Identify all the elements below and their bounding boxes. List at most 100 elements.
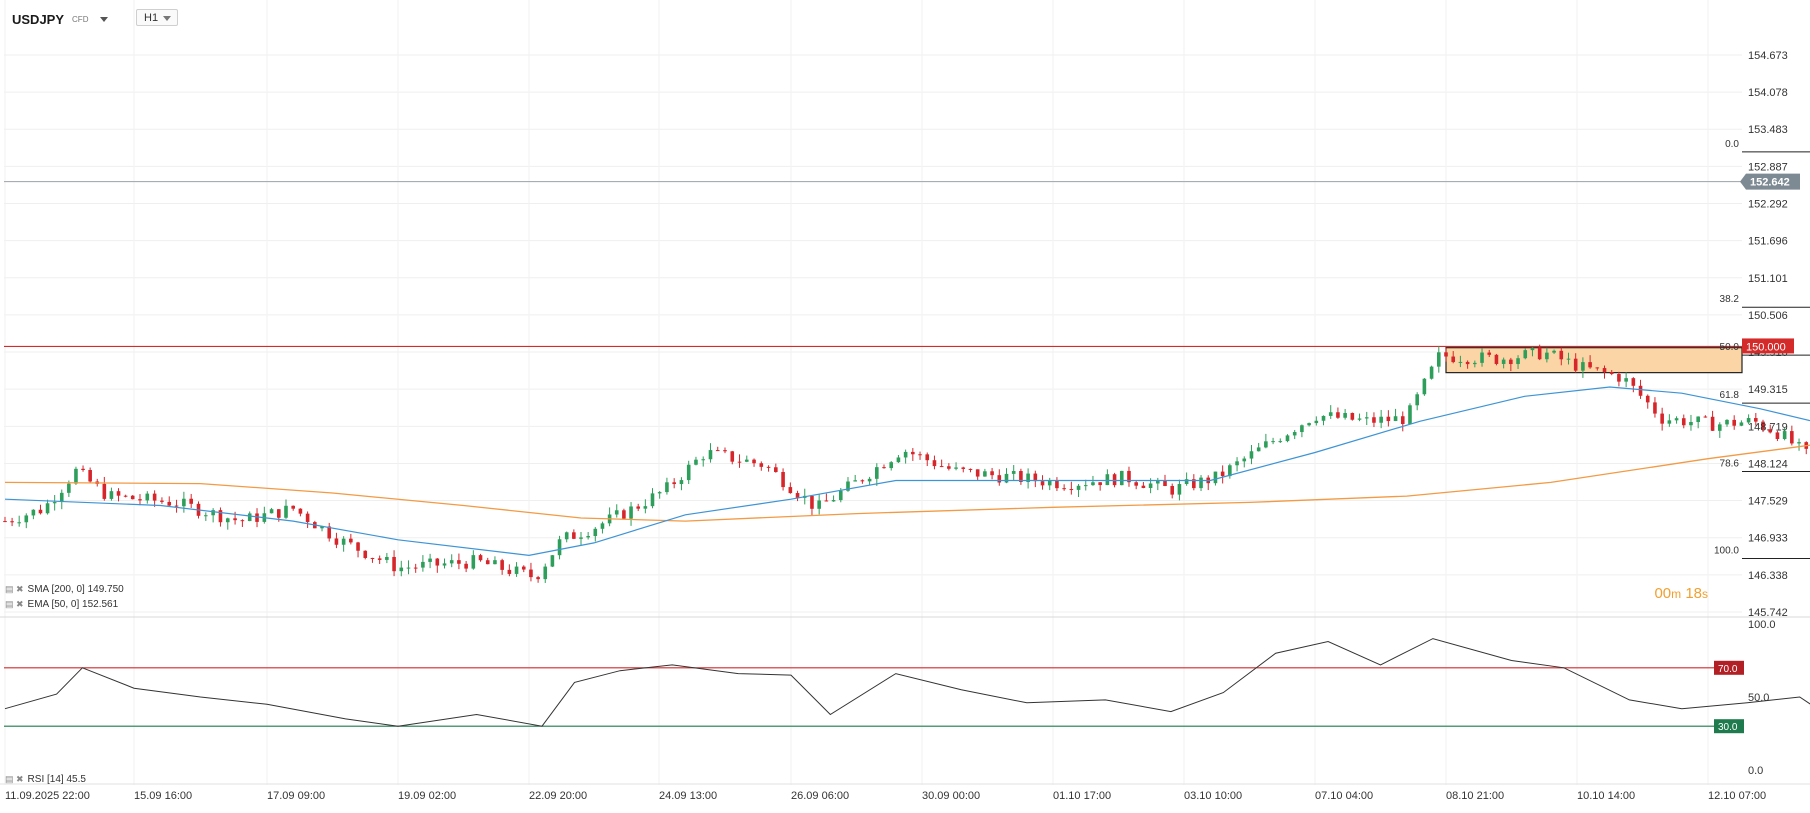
sma-legend-label: SMA [200, 0] 149.750 [27, 584, 124, 595]
candle-up [853, 480, 857, 482]
candle-up [1271, 441, 1275, 443]
candle-up [1458, 361, 1463, 363]
candle-down [730, 451, 735, 462]
chevron-down-icon[interactable] [163, 16, 171, 21]
candle-up [399, 567, 404, 572]
candle-down [1653, 402, 1657, 414]
candle-up [1343, 413, 1347, 418]
candle-up [24, 515, 29, 523]
candle-down [377, 558, 382, 560]
candle-up [247, 513, 252, 522]
symbol-selector[interactable]: USDJPY CFD [12, 8, 109, 30]
candle-up [1674, 418, 1679, 421]
rsi-pane[interactable]: 100.0 50.0 0.0 70.0 30.0 [4, 619, 1810, 777]
candle-up [1523, 350, 1528, 359]
candle-up [449, 560, 454, 564]
candle-up [1746, 418, 1751, 423]
candle-up [875, 467, 879, 479]
resistance-price-label: 150.000 [1746, 341, 1786, 353]
rsi-legend[interactable]: ▤ ✖ RSI [14] 45.5 [5, 774, 86, 785]
ema-50-line[interactable] [4, 187, 1810, 557]
time-axis[interactable]: 11.09.2025 22:00 15.09 16:00 17.09 09:00 19… [5, 790, 1766, 802]
candle-down [81, 468, 85, 471]
candle-up [694, 459, 698, 465]
candle-up [1364, 417, 1369, 419]
candle-up [557, 539, 562, 556]
ema-legend[interactable]: ▤ ✖ EMA [50, 0] 152.561 [5, 599, 118, 610]
sma-200-line[interactable] [4, 362, 1810, 522]
price-tick-label: 149.315 [1748, 384, 1788, 396]
candle-up [1105, 474, 1110, 486]
candle-down [723, 450, 727, 452]
timeframe-select[interactable]: H1 [136, 9, 178, 26]
candle-up [1242, 458, 1247, 462]
candle-up [1177, 484, 1182, 495]
candle-down [116, 491, 121, 496]
candle-down [737, 461, 742, 463]
candle-down [167, 501, 172, 506]
candle-down [3, 521, 7, 523]
candle-down [327, 526, 332, 539]
candle-down [174, 505, 179, 507]
time-tick-label: 15.09 16:00 [134, 790, 192, 802]
candle-down [1609, 372, 1614, 375]
time-tick-label: 03.10 10:00 [1184, 790, 1242, 802]
rsi-tick-label: 0.0 [1748, 765, 1763, 777]
candle-up [1566, 358, 1571, 360]
price-tick-label: 147.529 [1748, 496, 1788, 508]
candle-up [1473, 362, 1477, 365]
rsi-oversold-tag [1714, 719, 1744, 734]
candle-down [1732, 419, 1736, 426]
fibonacci-retracement[interactable]: 0.0 38.2 50.0 61.8 78.6 100.0 [1714, 139, 1810, 559]
candle-down [435, 558, 440, 566]
candle-up [52, 502, 57, 504]
candle-up [1321, 415, 1326, 421]
candle-up [1739, 422, 1744, 426]
candle-down [1372, 417, 1376, 423]
candle-up [204, 515, 208, 517]
rsi-legend-label: RSI [14] 45.5 [27, 774, 86, 785]
candle-up [1429, 366, 1434, 379]
candle-up [1249, 451, 1254, 459]
rsi-overbought-label: 70.0 [1718, 664, 1738, 675]
candle-up [1292, 432, 1297, 436]
candle-down [752, 459, 756, 464]
candle-up [45, 503, 50, 514]
time-tick-label: 30.09 00:00 [922, 790, 980, 802]
indicator-settings-icon[interactable]: ▤ ✖ [5, 599, 24, 609]
candle-up [1119, 470, 1124, 486]
price-axis[interactable]: 154.673 154.078 153.483 152.887 152.292 151.6… [1748, 50, 1788, 619]
indicator-settings-icon[interactable]: ▤ ✖ [5, 774, 24, 784]
candle-up [493, 560, 497, 565]
rsi-line[interactable] [4, 638, 1810, 732]
candle-down [1112, 474, 1117, 486]
candle-down [1588, 362, 1592, 368]
candle-up [1285, 435, 1290, 442]
candle-up [600, 523, 605, 529]
candle-down [1617, 374, 1621, 382]
candle-down [1444, 352, 1448, 357]
candle-down [478, 555, 483, 561]
candle-down [457, 560, 461, 564]
candle-up [1689, 422, 1693, 426]
candle-up [579, 537, 583, 539]
candle-down [1775, 432, 1780, 440]
candle-up [679, 480, 684, 485]
price-tick-label: 151.696 [1748, 236, 1788, 248]
indicator-settings-icon[interactable]: ▤ ✖ [5, 584, 24, 594]
candle-up [1156, 480, 1160, 484]
candle-up [284, 505, 288, 518]
candle-up [1235, 461, 1239, 466]
candle-up [1328, 412, 1333, 416]
chevron-down-icon[interactable] [100, 16, 109, 22]
candle-down [38, 509, 43, 514]
candle-up [817, 500, 821, 509]
candle-down [349, 538, 353, 543]
candle-up [593, 528, 598, 537]
supply-demand-zone[interactable] [1445, 347, 1743, 374]
candle-down [1134, 482, 1138, 486]
candle-up [1184, 479, 1189, 485]
sma-legend[interactable]: ▤ ✖ SMA [200, 0] 149.750 [5, 584, 124, 595]
candle-up [586, 536, 590, 538]
